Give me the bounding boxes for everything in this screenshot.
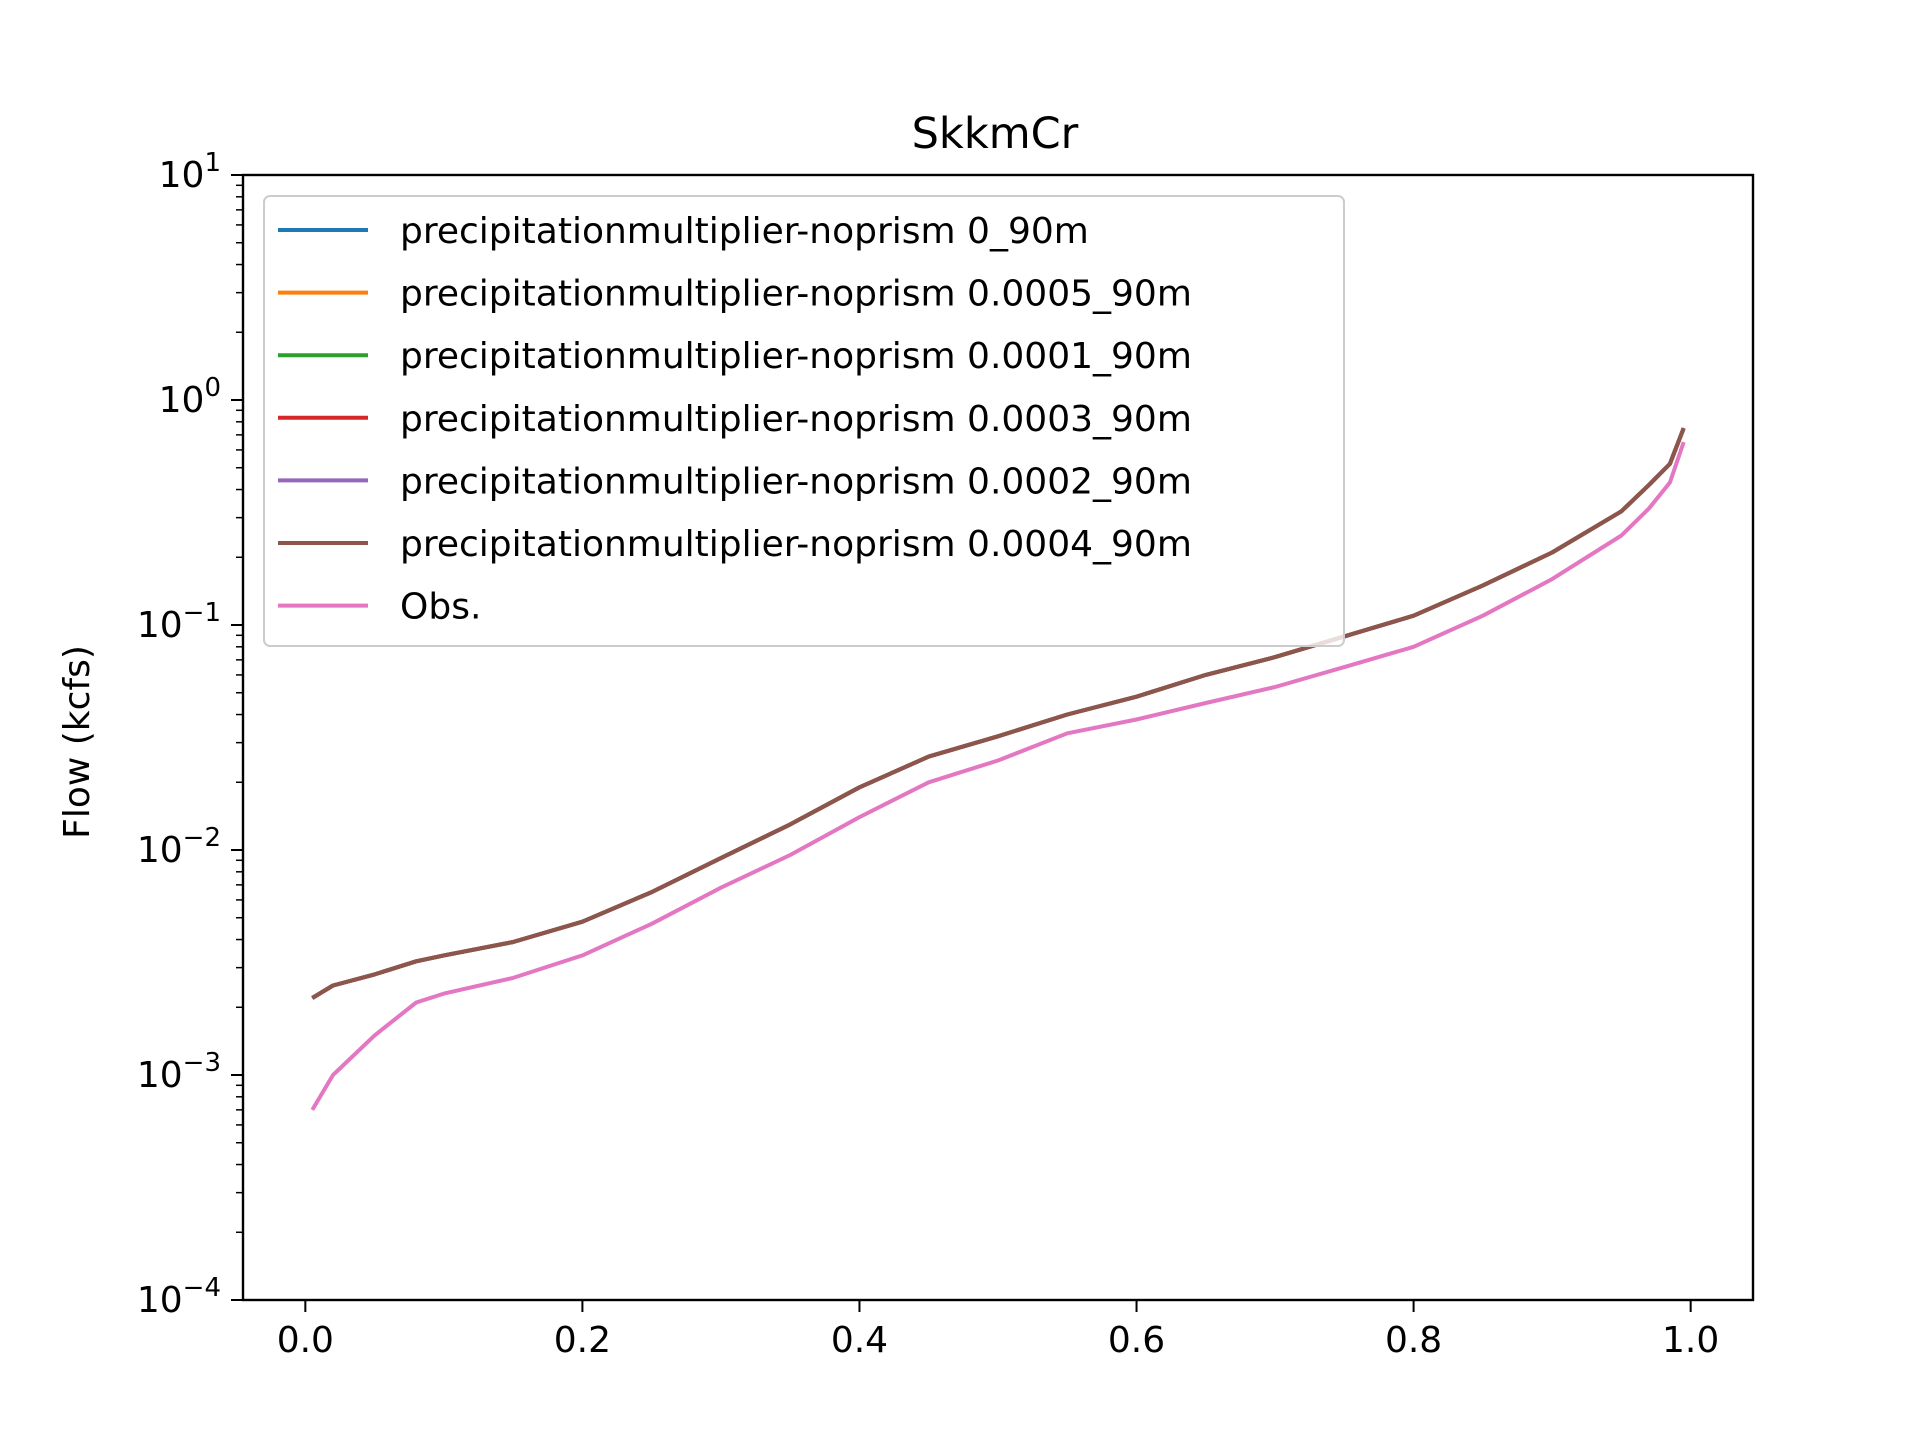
chart-title: SkkmCr	[912, 109, 1079, 159]
legend-label: precipitationmultiplier-noprism 0_90m	[400, 211, 1089, 252]
legend-label: Obs.	[400, 587, 481, 628]
x-tick-label: 1.0	[1662, 1320, 1719, 1361]
y-tick-label: 100	[159, 373, 221, 421]
plot-lines	[310, 427, 1686, 1111]
x-tick-label: 0.4	[831, 1320, 888, 1361]
legend-label: precipitationmultiplier-noprism 0.0005_9…	[400, 274, 1192, 315]
legend-label: precipitationmultiplier-noprism 0.0002_9…	[400, 461, 1192, 502]
plot-frame	[241, 173, 1755, 1302]
x-tick-label: 0.8	[1385, 1320, 1442, 1361]
y-tick-label: 10−4	[137, 1273, 221, 1321]
x-tick-label: 0.2	[554, 1320, 611, 1361]
series-line-5	[311, 427, 1686, 1000]
legend: precipitationmultiplier-noprism 0_90mpre…	[263, 195, 1345, 647]
legend-box	[263, 195, 1345, 647]
series-line-6	[310, 441, 1686, 1111]
y-tick-label: 101	[159, 148, 221, 196]
x-tick-label: 0.0	[277, 1320, 334, 1361]
legend-label: precipitationmultiplier-noprism 0.0001_9…	[400, 336, 1192, 377]
y-axis-label: Flow (kcfs)	[57, 645, 98, 839]
y-tick-label: 10−1	[137, 598, 221, 646]
y-tick-label: 10−2	[137, 823, 221, 871]
y-tick-label: 10−3	[137, 1048, 221, 1096]
legend-label: precipitationmultiplier-noprism 0.0004_9…	[400, 524, 1192, 565]
axis-ticks: 0.0 0.2 0.4 0.6 0.8 1.0 101 100 10−1 10−2 10−3 10−4	[137, 148, 1719, 1361]
x-tick-label: 0.6	[1108, 1320, 1165, 1361]
legend-label: precipitationmultiplier-noprism 0.0003_9…	[400, 399, 1192, 440]
